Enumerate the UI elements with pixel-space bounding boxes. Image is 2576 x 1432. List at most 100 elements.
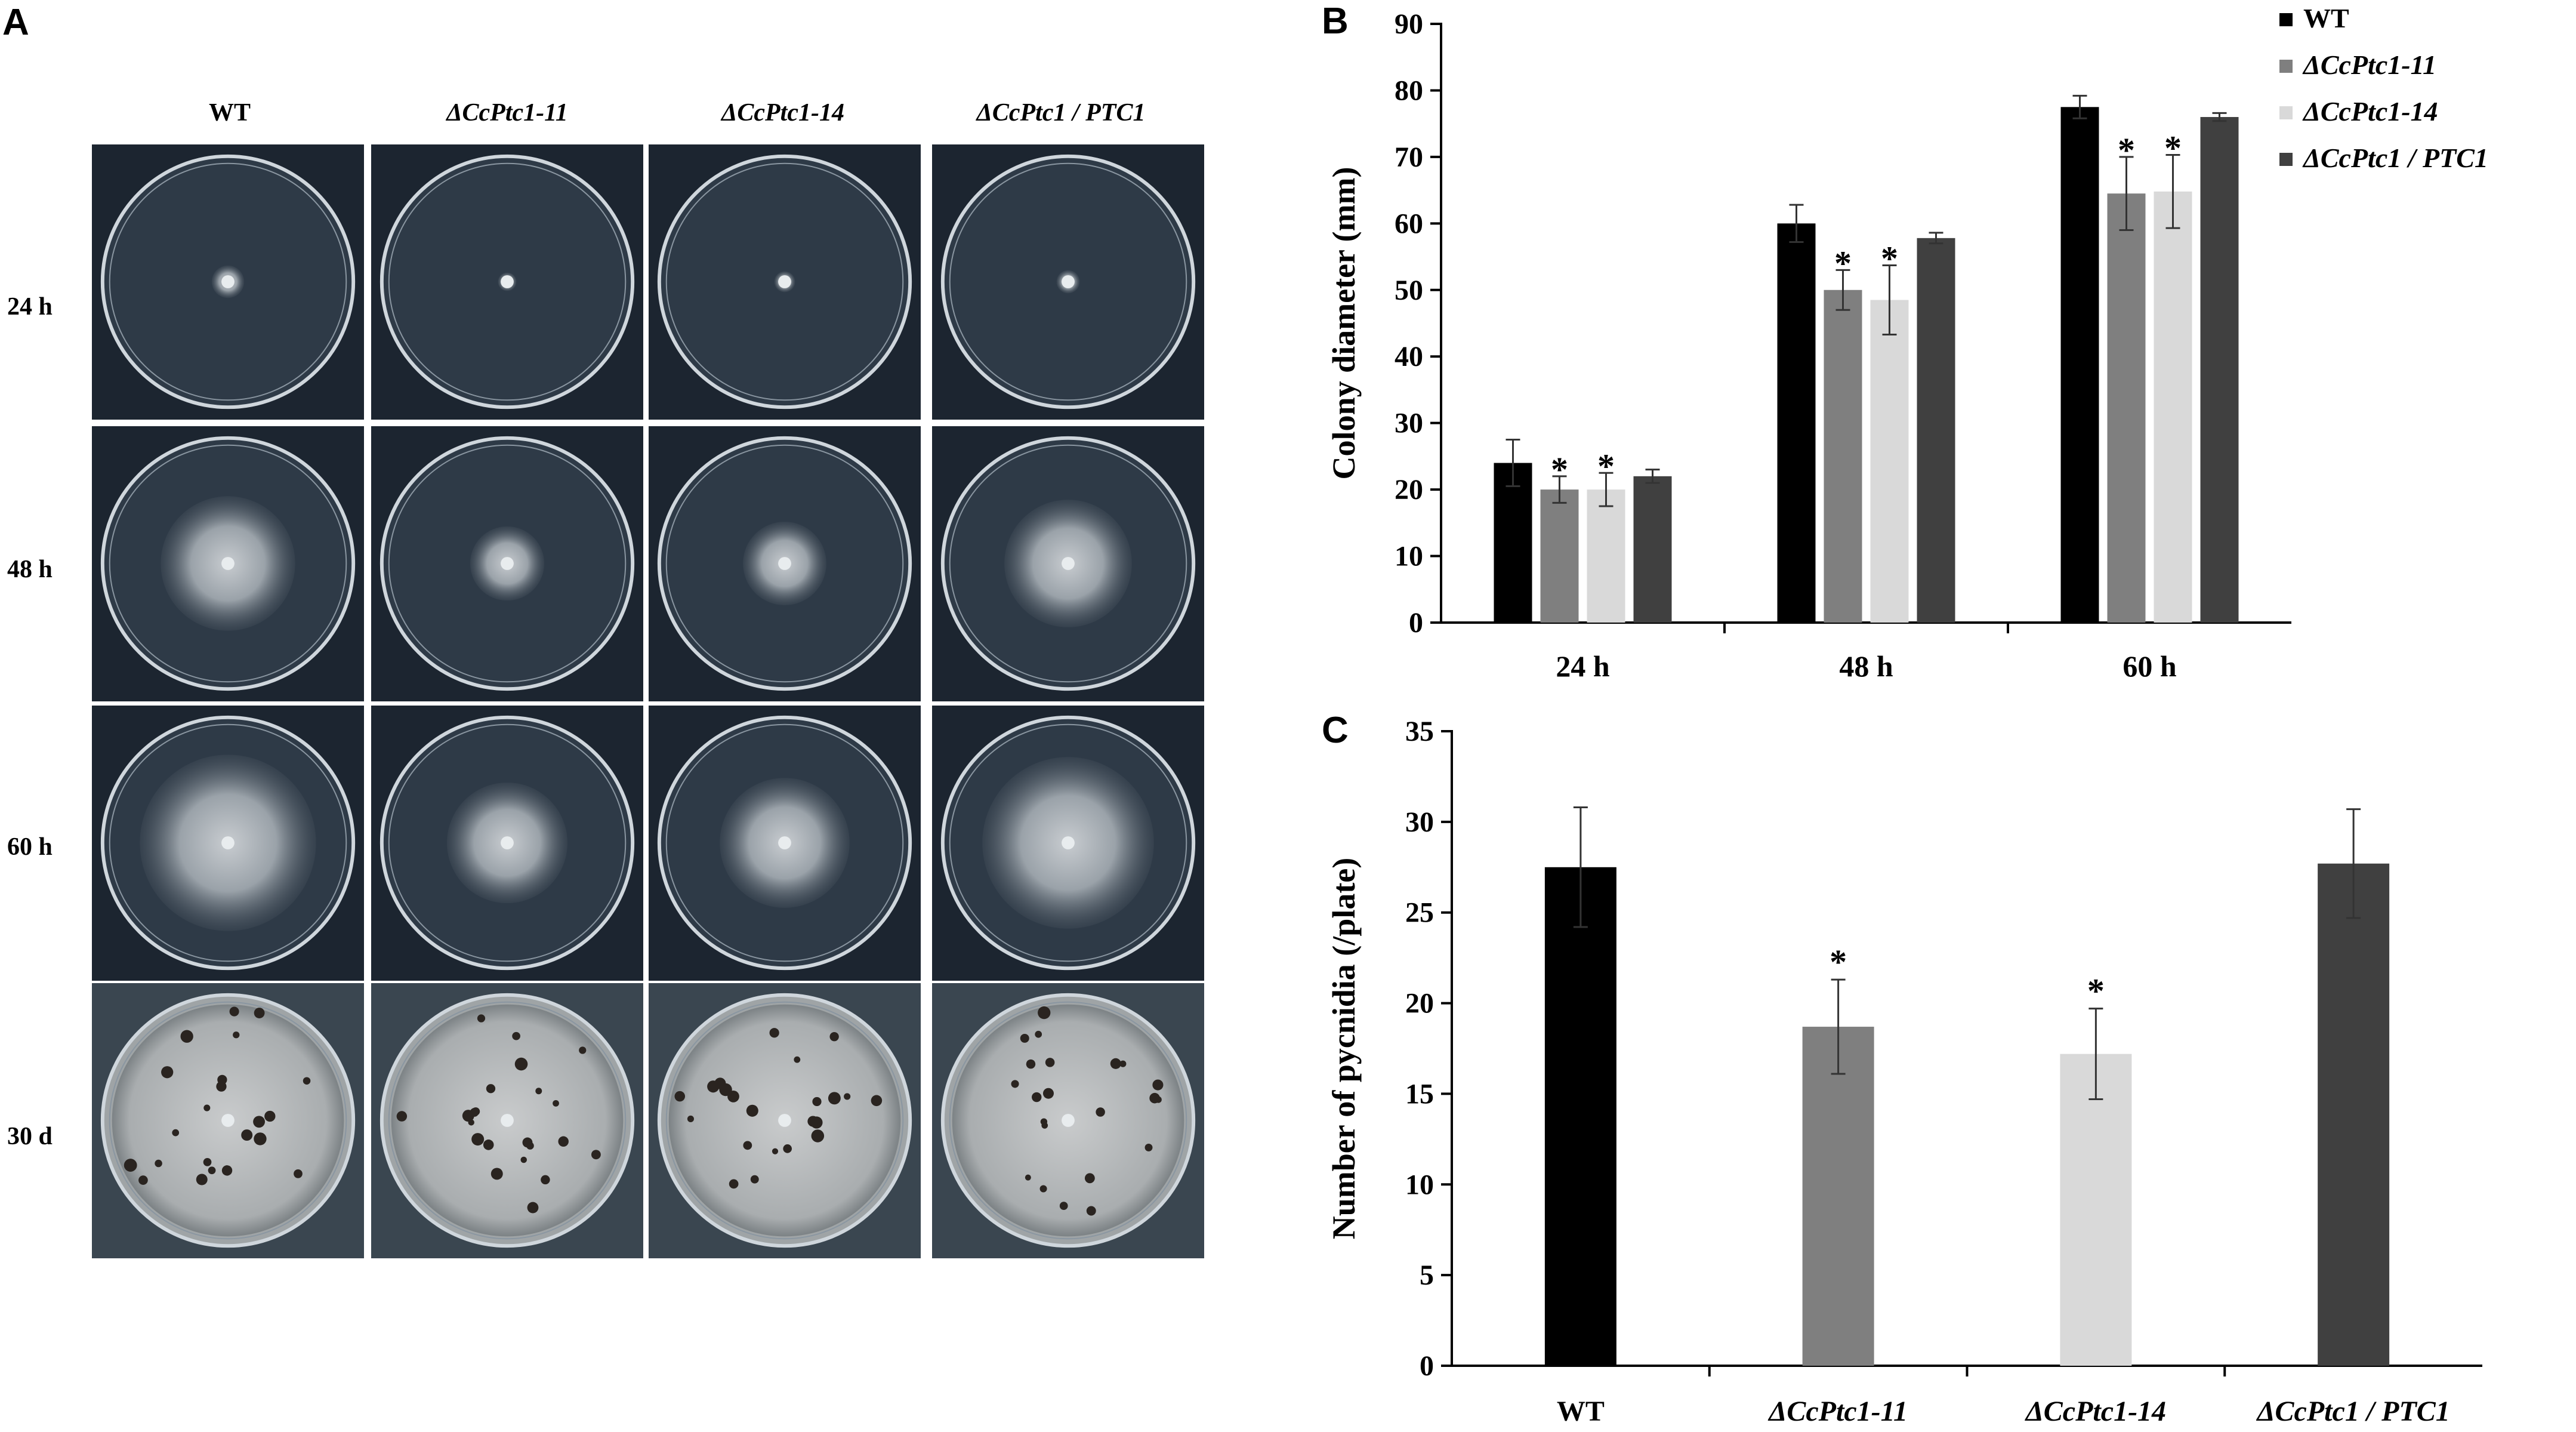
legend-swatch <box>2279 60 2293 73</box>
pycnidium-dot <box>844 1093 851 1100</box>
y-tick-label: 20 <box>1405 988 1434 1020</box>
pycnidium-dot <box>1025 1174 1031 1181</box>
plate-photo <box>647 704 922 982</box>
pycnidium-dot <box>1032 1092 1042 1103</box>
plate-photo <box>91 143 365 421</box>
y-axis-title: Colony diameter (mm) <box>1326 167 1362 480</box>
petri-dish-rim <box>949 444 1187 683</box>
pycnidium-dot <box>1020 1033 1029 1043</box>
plate-photo <box>931 982 1205 1259</box>
legend-swatch <box>2279 13 2293 26</box>
legend-label: ΔCcPtc1-14 <box>2303 96 2438 127</box>
pycnidium-dot <box>769 1028 779 1038</box>
inoculum-plug <box>778 557 791 570</box>
pycnidium-dot <box>1086 1206 1096 1216</box>
pycnidium-dot <box>1149 1092 1160 1104</box>
bar <box>2200 117 2239 623</box>
petri-dish-rim <box>388 162 627 401</box>
column-header-ptc1-11: ΔCcPtc1-11 <box>446 99 568 127</box>
y-tick-label: 50 <box>1395 275 1423 306</box>
column-header-ptc1-14: ΔCcPtc1-14 <box>721 99 844 127</box>
pycnidium-dot <box>871 1095 883 1107</box>
pycnidium-dot <box>746 1104 758 1117</box>
significance-star: * <box>1881 239 1898 278</box>
petri-dish-rim <box>949 723 1187 962</box>
pycnidium-dot <box>483 1140 494 1150</box>
y-tick-label: 30 <box>1395 408 1423 439</box>
pycnidium-dot <box>558 1136 569 1147</box>
petri-dish-rim <box>388 723 627 962</box>
pycnidium-dot <box>229 1006 239 1017</box>
bar <box>2060 107 2099 623</box>
plate-image <box>649 144 921 420</box>
petri-dish-rim <box>388 1001 627 1240</box>
pycnidium-dot <box>180 1030 193 1043</box>
bar <box>1824 290 1862 623</box>
significance-star: * <box>2164 129 2182 168</box>
inoculum-plug <box>501 836 514 849</box>
inoculum-plug <box>501 557 514 570</box>
y-tick-label: 70 <box>1395 141 1423 173</box>
pycnidium-dot <box>196 1174 208 1185</box>
y-tick-label: 90 <box>1395 8 1423 40</box>
plate-photo <box>370 425 644 703</box>
plate-photo <box>91 982 365 1259</box>
pycnidium-dot <box>1045 1058 1055 1067</box>
x-category-label: 24 h <box>1556 649 1610 683</box>
inoculum-plug <box>221 1114 235 1127</box>
pycnidium-dot <box>1011 1080 1019 1088</box>
x-category-label: 48 h <box>1839 649 1893 683</box>
bar <box>1917 238 1955 623</box>
pycnidium-dot <box>490 1168 503 1180</box>
pycnidium-dot <box>1035 1030 1042 1038</box>
inoculum-plug <box>221 275 235 288</box>
significance-star: * <box>1830 943 1847 981</box>
pycnidium-dot <box>241 1129 253 1141</box>
inoculum-plug <box>1062 1114 1075 1127</box>
column-header-complement: ΔCcPtc1 / PTC1 <box>976 99 1146 127</box>
row-header-24h: 24 h <box>7 293 53 321</box>
petri-dish-rim <box>109 723 347 962</box>
inoculum-plug <box>1062 557 1075 570</box>
plate-image <box>92 706 364 981</box>
pycnidium-dot <box>512 1031 520 1040</box>
pycnidium-dot <box>743 1141 752 1150</box>
pycnidium-dot <box>807 1116 819 1127</box>
petri-dish-rim <box>388 444 627 683</box>
pycnidium-dot <box>772 1148 779 1154</box>
pycnidium-dot <box>1152 1079 1164 1091</box>
pycnidium-dot <box>208 1166 216 1175</box>
panel-letter-c: C <box>1322 710 1349 751</box>
plate-image <box>371 144 643 420</box>
pycnidium-dot <box>1042 1088 1054 1099</box>
pycnidium-dot <box>253 1116 266 1128</box>
pycnidium-dot <box>477 1014 486 1023</box>
plate-image <box>92 144 364 420</box>
plate-photo <box>370 143 644 421</box>
pycnidium-dot <box>794 1056 801 1063</box>
petri-dish-rim <box>665 723 904 962</box>
column-header-wt: WT <box>208 99 251 127</box>
pycnidium-dot <box>526 1142 534 1150</box>
petri-dish-rim <box>109 444 347 683</box>
pycnidium-dot <box>811 1129 825 1142</box>
y-tick-label: 10 <box>1395 541 1423 572</box>
pycnidium-dot <box>264 1110 276 1122</box>
inoculum-plug <box>221 836 235 849</box>
pycnidium-dot <box>1119 1060 1127 1067</box>
y-tick-label: 25 <box>1405 897 1434 929</box>
pycnidium-dot <box>1110 1058 1121 1069</box>
pycnidium-dot <box>172 1129 180 1137</box>
pycnidium-dot <box>520 1156 527 1163</box>
plate-image <box>649 983 921 1258</box>
plate-image <box>92 426 364 701</box>
x-category-label: 60 h <box>2122 649 2177 683</box>
plate-image <box>932 983 1204 1258</box>
legend-label: WT <box>2303 3 2349 33</box>
x-category-label: ΔCcPtc1-14 <box>2025 1396 2166 1427</box>
bar <box>1540 489 1579 623</box>
significance-star: * <box>1597 446 1615 485</box>
pycnidium-dot <box>471 1133 485 1146</box>
inoculum-plug <box>778 836 791 849</box>
plate-photo <box>931 704 1205 982</box>
